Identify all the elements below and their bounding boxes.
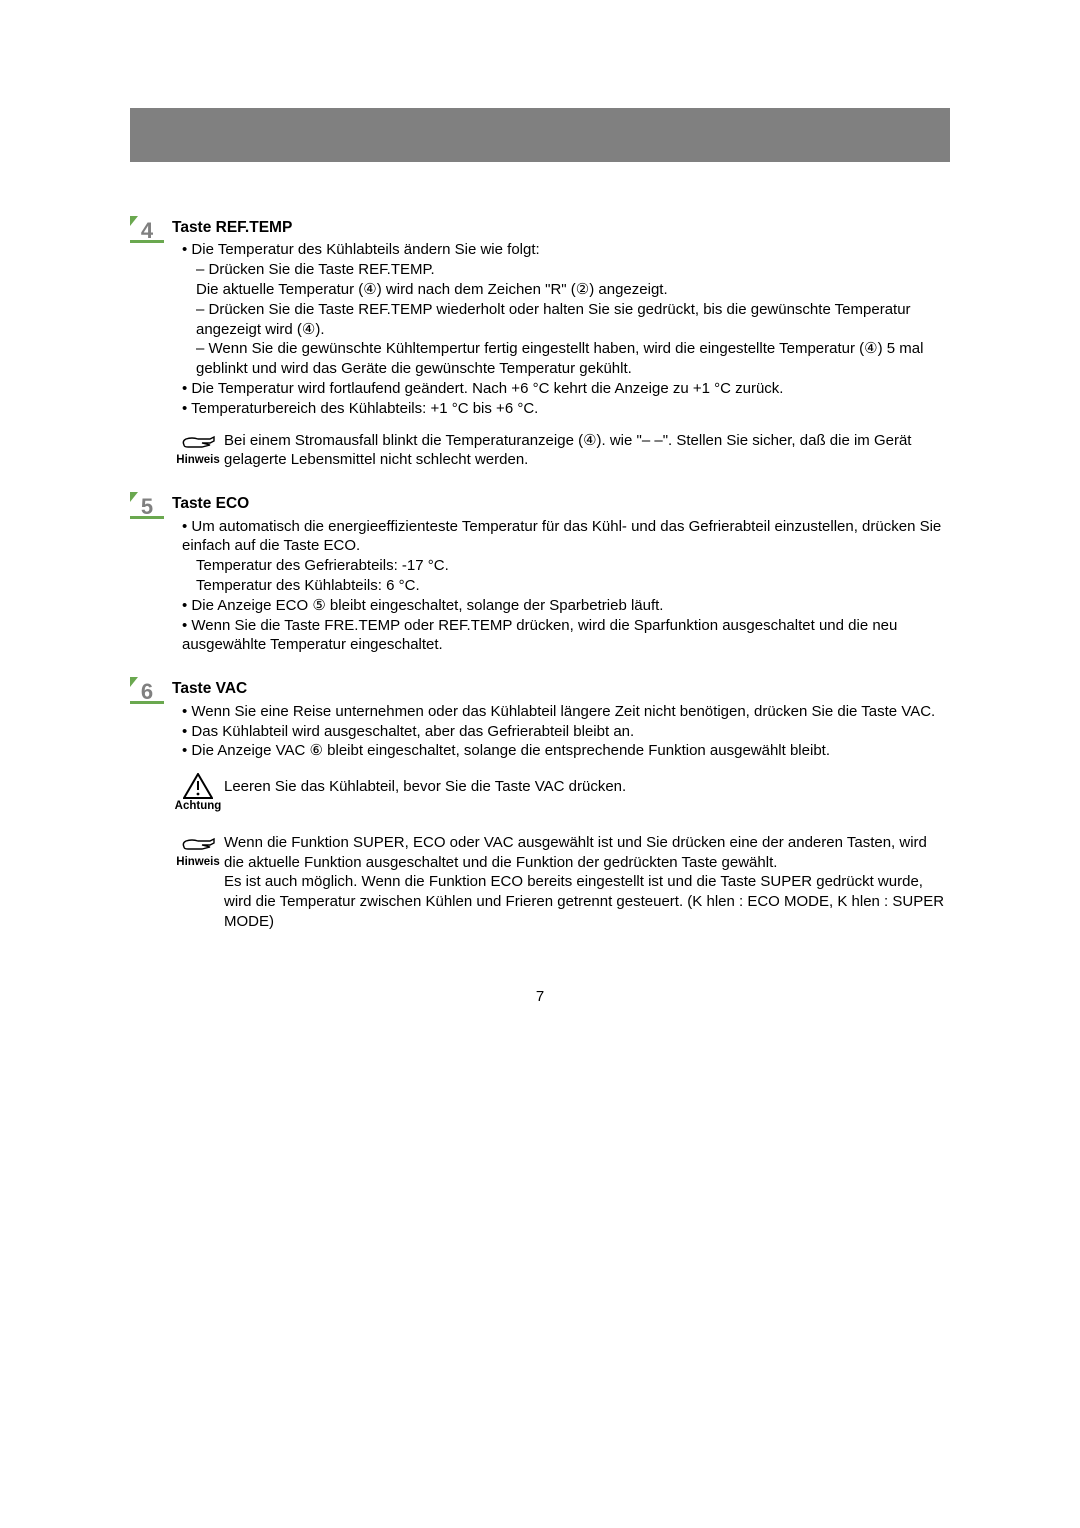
step-number: 5 <box>141 494 153 519</box>
note-text: Wenn die Funktion SUPER, ECO oder VAC au… <box>224 833 950 932</box>
body-line: Die aktuelle Temperatur (④) wird nach de… <box>172 280 950 300</box>
note-achtung: Achtung Leeren Sie das Kühlabteil, bevor… <box>172 773 950 813</box>
body-line: • Die Anzeige ECO ⑤ bleibt eingeschaltet… <box>172 596 950 616</box>
section-5: 5 Taste ECO • Um automatisch die energie… <box>130 494 950 655</box>
body-line: • Die Anzeige VAC ⑥ bleibt eingeschaltet… <box>172 741 950 761</box>
section-title: Taste REF.TEMP <box>172 218 950 238</box>
note-hinweis: Hinweis Bei einem Stromausfall blinkt di… <box>172 431 950 471</box>
body-line: • Das Kühlabteil wird ausgeschaltet, abe… <box>172 722 950 742</box>
note-label: Hinweis <box>172 454 224 467</box>
note-hinweis: Hinweis Wenn die Funktion SUPER, ECO ode… <box>172 833 950 932</box>
hand-icon <box>180 431 216 453</box>
section-title: Taste VAC <box>172 679 950 699</box>
header-bar <box>130 108 950 162</box>
body-line: • Die Temperatur wird fortlaufend geände… <box>172 379 950 399</box>
note-text: Bei einem Stromausfall blinkt die Temper… <box>224 431 950 471</box>
body-line: – Wenn Sie die gewünschte Kühltempertur … <box>172 339 950 379</box>
section-6: 6 Taste VAC • Wenn Sie eine Reise untern… <box>130 679 950 931</box>
step-badge-5: 5 <box>130 492 164 524</box>
hand-icon <box>180 833 216 855</box>
page-number: 7 <box>130 988 950 1005</box>
body-line: • Wenn Sie eine Reise unternehmen oder d… <box>172 702 950 722</box>
body-line: – Drücken Sie die Taste REF.TEMP. <box>172 260 950 280</box>
step-badge-6: 6 <box>130 677 164 709</box>
body-line: – Drücken Sie die Taste REF.TEMP wiederh… <box>172 300 950 340</box>
note-label: Hinweis <box>172 856 224 869</box>
body-line: • Temperaturbereich des Kühlabteils: +1 … <box>172 399 950 419</box>
section-4: 4 Taste REF.TEMP • Die Temperatur des Kü… <box>130 218 950 470</box>
body-line: Temperatur des Gefrierabteils: -17 °C. <box>172 556 950 576</box>
section-title: Taste ECO <box>172 494 950 514</box>
body-line: • Die Temperatur des Kühlabteils ändern … <box>172 240 950 260</box>
body-line: Temperatur des Kühlabteils: 6 °C. <box>172 576 950 596</box>
note-text: Leeren Sie das Kühlabteil, bevor Sie die… <box>224 773 950 797</box>
note-label: Achtung <box>172 800 224 813</box>
step-number: 6 <box>141 679 153 704</box>
body-line: • Wenn Sie die Taste FRE.TEMP oder REF.T… <box>172 616 950 656</box>
step-badge-4: 4 <box>130 216 164 248</box>
warning-icon <box>183 773 213 799</box>
body-line: • Um automatisch die energieeffizientest… <box>172 517 950 557</box>
step-number: 4 <box>141 218 154 243</box>
manual-page: 4 Taste REF.TEMP • Die Temperatur des Kü… <box>0 0 1080 1045</box>
